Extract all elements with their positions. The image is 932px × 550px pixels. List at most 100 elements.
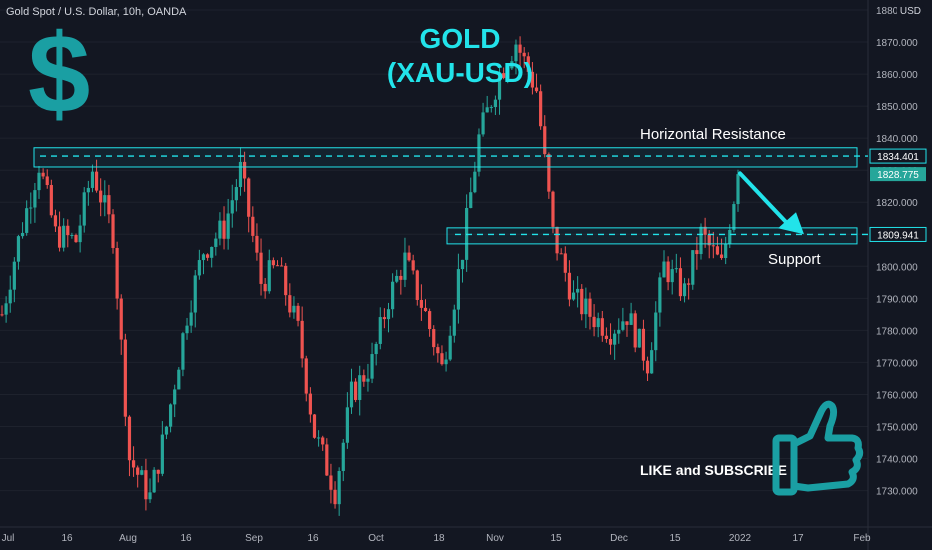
x-tick-label: 18 xyxy=(433,533,445,544)
projection-arrow-head xyxy=(778,212,804,235)
candle-body xyxy=(259,252,263,284)
candle-body xyxy=(329,475,333,490)
candle-body xyxy=(497,73,502,100)
title-line-2: (XAU-USD) xyxy=(386,57,534,88)
candle-body xyxy=(193,275,197,313)
y-tick-label: 1840.000 xyxy=(876,134,918,145)
candle-body xyxy=(222,220,226,239)
candle-body xyxy=(345,407,349,443)
candle-body xyxy=(160,434,164,474)
candle-body xyxy=(699,226,703,255)
candle-body xyxy=(621,321,625,330)
candle-body xyxy=(695,250,699,255)
candle-body xyxy=(358,375,362,400)
candle-body xyxy=(321,437,325,445)
candle-body xyxy=(94,171,99,191)
candle-body xyxy=(0,314,4,316)
candle-body xyxy=(49,185,53,216)
candle-body xyxy=(144,470,148,500)
candle-body xyxy=(312,414,317,438)
candle-body xyxy=(456,269,461,310)
level-price-label: 1809.941 xyxy=(877,230,919,241)
candle-body xyxy=(518,44,522,53)
y-tick-label: 1770.000 xyxy=(876,358,918,369)
y-tick-label: 1760.000 xyxy=(876,390,918,401)
candle-body xyxy=(641,328,646,361)
candle-body xyxy=(423,307,428,312)
candle-body xyxy=(604,335,609,339)
candle-body xyxy=(234,187,238,201)
x-tick-label: 2022 xyxy=(729,533,752,544)
x-tick-label: 16 xyxy=(61,533,73,544)
y-tick-label: 1780.000 xyxy=(876,326,918,337)
x-tick-label: Feb xyxy=(853,533,871,544)
dollar-sign-icon: $ xyxy=(28,11,91,136)
candle-body xyxy=(29,207,33,209)
candle-body xyxy=(469,192,473,208)
candle-body xyxy=(399,275,403,280)
candle-body xyxy=(613,333,617,345)
support-label: Support xyxy=(768,251,821,268)
candle-body xyxy=(12,261,16,290)
candle-body xyxy=(242,161,247,179)
chart-title: GOLD (XAU-USD) xyxy=(360,22,560,90)
candle-body xyxy=(8,289,12,304)
candle-body xyxy=(205,254,210,258)
candle-body xyxy=(395,275,399,282)
candle-body xyxy=(378,317,382,344)
candle-body xyxy=(489,107,493,109)
candle-body xyxy=(645,360,650,374)
candle-body xyxy=(201,254,206,261)
candle-body xyxy=(728,229,732,244)
candle-body xyxy=(477,134,481,172)
candle-body xyxy=(247,178,251,217)
candle-body xyxy=(127,416,132,461)
candle-body xyxy=(140,470,144,475)
candle-body xyxy=(481,112,485,135)
candle-body xyxy=(687,283,691,285)
candle-body xyxy=(366,378,370,382)
y-tick-label: 1860.000 xyxy=(876,70,918,81)
candle-body xyxy=(82,192,86,226)
candle-body xyxy=(86,187,90,193)
x-tick-label: Nov xyxy=(486,533,504,544)
level-price-label: 1834.401 xyxy=(877,152,919,163)
candle-body xyxy=(300,320,304,359)
candle-body xyxy=(526,56,530,72)
candle-body xyxy=(136,467,140,475)
candle-body xyxy=(33,190,37,208)
candle-body xyxy=(62,225,66,248)
candle-body xyxy=(608,338,613,345)
candle-body xyxy=(99,190,103,203)
candle-body xyxy=(267,260,271,292)
candle-body xyxy=(530,71,535,88)
resistance-label: Horizontal Resistance xyxy=(640,126,786,143)
candle-body xyxy=(382,317,386,320)
candle-body xyxy=(263,283,267,292)
candle-body xyxy=(588,298,592,317)
candle-body xyxy=(156,469,160,474)
candle-body xyxy=(493,99,498,108)
candle-body xyxy=(66,225,70,236)
candle-body xyxy=(670,269,674,283)
candle-body xyxy=(432,329,436,348)
y-tick-label: 1870.000 xyxy=(876,38,918,49)
candle-body xyxy=(436,347,440,354)
candle-body xyxy=(682,283,687,297)
candle-body xyxy=(658,277,662,313)
candle-body xyxy=(674,268,678,270)
candle-body xyxy=(25,208,29,233)
candle-body xyxy=(164,426,169,435)
candle-body xyxy=(152,469,156,493)
last-price-box xyxy=(870,167,926,182)
candle-body xyxy=(70,234,74,236)
candle-body xyxy=(411,260,415,271)
candle-body xyxy=(90,171,95,188)
candle-body xyxy=(576,288,580,293)
candle-body xyxy=(238,161,243,188)
thumbs-up-icon xyxy=(772,400,864,496)
candle-body xyxy=(370,354,374,379)
currency-label[interactable]: USD xyxy=(896,5,924,18)
candle-body xyxy=(255,235,259,253)
